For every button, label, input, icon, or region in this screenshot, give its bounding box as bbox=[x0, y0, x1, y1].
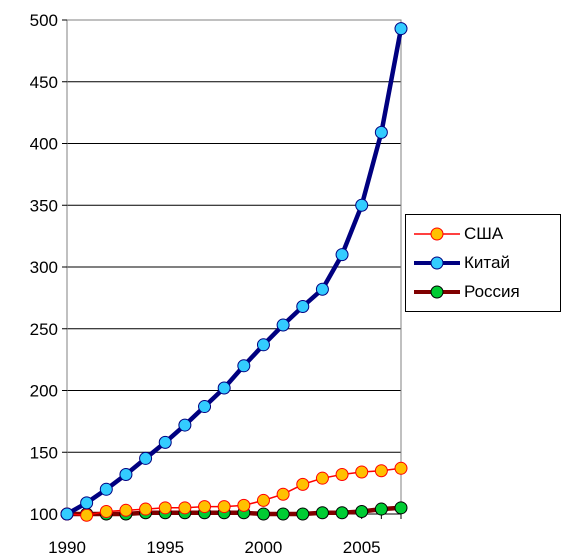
y-tick-label: 250 bbox=[30, 320, 58, 339]
data-point-usa bbox=[374, 464, 388, 478]
y-tick-label: 300 bbox=[30, 258, 58, 277]
data-point-china bbox=[256, 338, 270, 352]
data-point-russia bbox=[315, 506, 329, 520]
data-point-china bbox=[276, 318, 290, 332]
data-point-usa bbox=[80, 508, 94, 522]
legend-label-china: Китай bbox=[464, 253, 510, 272]
y-tick-label: 400 bbox=[30, 135, 58, 154]
data-point-russia bbox=[256, 507, 270, 521]
data-point-usa bbox=[296, 477, 310, 491]
x-tick-label: 1995 bbox=[146, 538, 184, 557]
data-point-china bbox=[158, 435, 172, 449]
data-point-usa bbox=[237, 498, 251, 512]
data-point-china bbox=[217, 381, 231, 395]
data-point-russia bbox=[355, 505, 369, 519]
data-point-china bbox=[394, 22, 408, 36]
legend-swatch-russia bbox=[414, 285, 460, 299]
data-point-china bbox=[355, 198, 369, 212]
data-point-china bbox=[60, 507, 74, 521]
series-line-usa bbox=[66, 467, 402, 516]
data-point-usa bbox=[139, 502, 153, 516]
data-point-usa bbox=[335, 467, 349, 481]
legend-label-usa: США bbox=[464, 224, 504, 243]
x-tick-label: 2005 bbox=[343, 538, 381, 557]
data-point-china bbox=[335, 248, 349, 262]
data-point-usa bbox=[217, 500, 231, 514]
series-china bbox=[60, 22, 408, 521]
data-point-russia bbox=[276, 507, 290, 521]
data-point-usa bbox=[99, 505, 113, 519]
y-axis: 100 150 200 250 300 350 400 450 500 bbox=[30, 11, 67, 524]
data-point-china bbox=[315, 282, 329, 296]
series-usa bbox=[60, 461, 408, 522]
x-tick-label: 2000 bbox=[245, 538, 283, 557]
x-axis: 1990 1995 2000 2005 bbox=[48, 513, 402, 557]
y-tick-label: 450 bbox=[30, 73, 58, 92]
data-point-china bbox=[237, 359, 251, 373]
data-point-china bbox=[296, 300, 310, 314]
legend-item-usa: США bbox=[412, 223, 503, 245]
legend-item-russia: Россия bbox=[412, 281, 520, 303]
data-point-usa bbox=[256, 493, 270, 507]
y-tick-label: 150 bbox=[30, 443, 58, 462]
data-point-russia bbox=[394, 501, 408, 515]
legend-item-china: Китай bbox=[412, 252, 510, 274]
data-point-china bbox=[198, 400, 212, 414]
series-line-china bbox=[65, 28, 404, 516]
legend-swatch-usa bbox=[414, 227, 460, 241]
data-point-china bbox=[80, 496, 94, 510]
data-point-usa bbox=[394, 461, 408, 475]
legend-swatch-china bbox=[414, 256, 460, 270]
data-point-usa bbox=[355, 465, 369, 479]
data-point-usa bbox=[198, 500, 212, 514]
data-point-china bbox=[99, 482, 113, 496]
data-point-usa bbox=[178, 501, 192, 515]
x-tick-label: 1990 bbox=[48, 538, 86, 557]
data-point-russia bbox=[335, 506, 349, 520]
gridlines bbox=[67, 19, 401, 515]
data-point-china bbox=[119, 467, 133, 481]
y-tick-label: 200 bbox=[30, 382, 58, 401]
data-point-usa bbox=[158, 501, 172, 515]
data-point-usa bbox=[315, 471, 329, 485]
data-point-russia bbox=[296, 507, 310, 521]
data-point-china bbox=[139, 451, 153, 465]
legend: США Китай Россия bbox=[405, 214, 561, 312]
data-point-russia bbox=[374, 502, 388, 516]
data-point-china bbox=[178, 418, 192, 432]
data-point-usa bbox=[276, 487, 290, 501]
series-layer bbox=[60, 22, 408, 522]
y-tick-label: 100 bbox=[30, 505, 58, 524]
data-point-usa bbox=[119, 503, 133, 517]
legend-label-russia: Россия bbox=[464, 282, 520, 301]
y-tick-label: 350 bbox=[30, 196, 58, 215]
y-tick-label: 500 bbox=[30, 11, 58, 30]
data-point-china bbox=[374, 125, 388, 139]
